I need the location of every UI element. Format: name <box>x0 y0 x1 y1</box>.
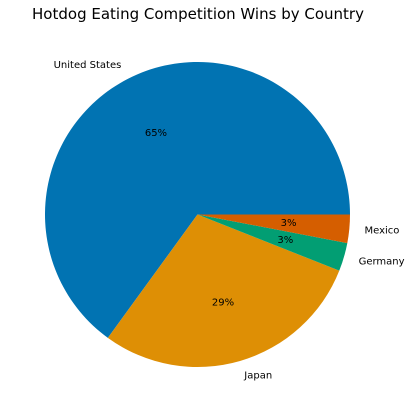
chart-title: Hotdog Eating Competition Wins by Countr… <box>32 5 364 23</box>
pie-slice-mexico <box>197 214 350 244</box>
slice-label-united-states: United States <box>54 60 122 71</box>
pie-labels: United States 65% Japan 29% Germany 3% Mexico 3… <box>54 60 405 382</box>
pie-slice-japan <box>107 214 340 367</box>
slice-label-germany: Germany <box>359 256 405 267</box>
slice-label-japan: Japan <box>243 371 272 382</box>
percent-label-japan: 29% <box>212 297 234 308</box>
slice-label-mexico: Mexico <box>365 225 400 236</box>
pie-slices <box>44 61 350 367</box>
percent-label-mexico: 3% <box>281 218 297 229</box>
pie-slice-united-states <box>44 61 350 338</box>
pie-slice-germany <box>197 214 348 271</box>
percent-label-germany: 3% <box>277 235 293 246</box>
percent-label-united-states: 65% <box>145 128 167 139</box>
